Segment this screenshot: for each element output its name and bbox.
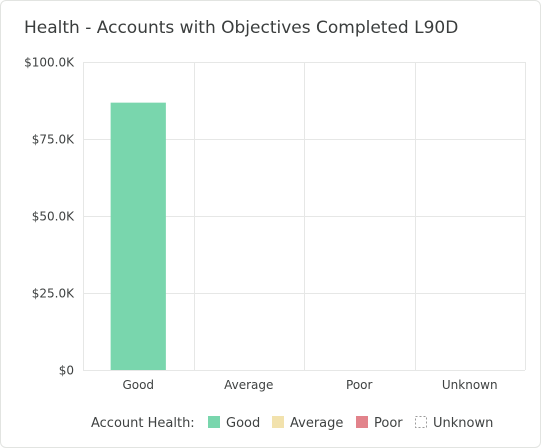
legend-title: Account Health: (91, 416, 195, 431)
y-tick-label: $75.0K (32, 133, 75, 147)
y-tick-label: $0 (59, 364, 74, 378)
legend-label-poor[interactable]: Poor (374, 416, 403, 431)
x-tick-label: Good (122, 378, 154, 392)
y-tick-label: $25.0K (32, 287, 75, 301)
y-tick-label: $100.0K (24, 56, 75, 70)
legend-label-unknown[interactable]: Unknown (433, 416, 493, 431)
x-tick-label: Average (224, 378, 273, 392)
legend-label-good[interactable]: Good (226, 416, 260, 431)
legend-swatch-good[interactable] (208, 416, 220, 428)
bar-good[interactable] (110, 102, 166, 370)
legend-swatch-unknown[interactable] (415, 416, 427, 428)
y-tick-label: $50.0K (32, 210, 75, 224)
x-tick-label: Poor (346, 378, 372, 392)
legend-swatch-average[interactable] (272, 416, 284, 428)
x-tick-label: Unknown (442, 378, 498, 392)
legend-label-average[interactable]: Average (290, 416, 343, 431)
legend-swatch-poor[interactable] (356, 416, 368, 428)
chart-title: Health - Accounts with Objectives Comple… (24, 18, 459, 38)
